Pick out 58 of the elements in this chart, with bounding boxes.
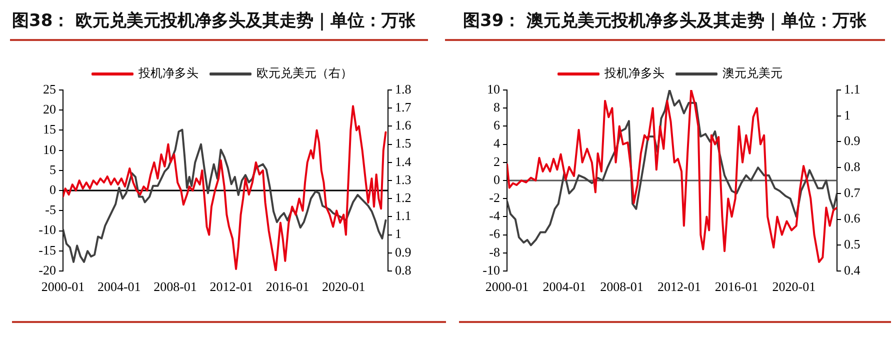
- x-tick-label: 2008-01: [154, 279, 197, 294]
- y2-tick-label: 0.8: [844, 158, 860, 174]
- y-tick-label: 10: [43, 142, 56, 157]
- x-tick-label: 2008-01: [600, 279, 644, 294]
- y-tick-label: -20: [38, 262, 56, 278]
- y-tick-label: -15: [38, 242, 56, 258]
- y-tick-label: 0: [50, 182, 56, 197]
- legend-label: 澳元兑美元: [722, 66, 782, 80]
- x-tick-label: 2020-01: [772, 279, 816, 294]
- y-tick-label: -5: [45, 202, 56, 218]
- y-tick-label: -10: [38, 222, 56, 238]
- y2-tick-label: 0.8: [395, 262, 412, 278]
- y-tick-label: -2: [489, 190, 500, 206]
- y-tick-label: -6: [489, 226, 500, 242]
- y2-tick-label: 1.2: [395, 190, 412, 206]
- x-tick-label: 2004-01: [97, 279, 141, 294]
- y2-tick-label: 1.5: [395, 136, 412, 151]
- y-tick-label: -4: [489, 208, 500, 224]
- y-tick-label: 2: [494, 154, 500, 169]
- y-tick-label: -8: [489, 244, 500, 260]
- x-tick-label: 2016-01: [714, 279, 758, 294]
- y2-tick-label: 0.9: [844, 133, 860, 148]
- chart-title: 图39： 澳元兑美元投机净多头及其走势｜单位：万张: [445, 9, 885, 41]
- y-tick-label: -10: [482, 262, 500, 278]
- y-tick-label: 0: [494, 172, 500, 187]
- y-tick-label: 8: [494, 100, 500, 115]
- y2-tick-label: 1.3: [395, 172, 412, 187]
- y-tick-label: 15: [43, 122, 56, 137]
- legend-label: 投机净多头: [138, 66, 198, 80]
- y2-tick-label: 0.5: [844, 236, 860, 252]
- y2-tick-label: 1: [844, 107, 850, 122]
- x-tick-label: 2020-01: [322, 279, 366, 294]
- x-tick-label: 2012-01: [210, 279, 254, 294]
- legend-label: 欧元兑美元（右）: [256, 66, 352, 80]
- legend-label: 投机净多头: [604, 66, 664, 80]
- y2-tick-label: 1.4: [395, 154, 412, 169]
- y2-tick-label: 0.7: [844, 184, 861, 200]
- y-tick-label: 4: [494, 136, 500, 151]
- y2-tick-label: 1.6: [395, 118, 412, 133]
- y2-tick-label: 1.1: [844, 81, 860, 96]
- y2-tick-label: 1: [395, 226, 402, 242]
- y-tick-label: 5: [50, 162, 56, 177]
- y2-tick-label: 1.8: [395, 81, 412, 96]
- y-tick-label: 25: [43, 81, 56, 96]
- y2-tick-label: 0.4: [844, 262, 861, 278]
- y-tick-label: 20: [43, 102, 56, 117]
- y2-tick-label: 1.7: [395, 100, 412, 115]
- y-tick-label: 6: [494, 118, 500, 133]
- chart-title: 图38： 欧元兑美元投机净多头及其走势｜单位：万张: [10, 9, 428, 41]
- x-tick-label: 2004-01: [542, 279, 586, 294]
- x-tick-label: 2000-01: [485, 279, 529, 294]
- y2-tick-label: 0.6: [844, 210, 861, 226]
- x-tick-label: 2012-01: [657, 279, 701, 294]
- x-tick-label: 2000-01: [41, 279, 85, 294]
- y2-tick-label: 1.1: [395, 208, 412, 224]
- x-tick-label: 2016-01: [266, 279, 310, 294]
- y-tick-label: 10: [487, 81, 500, 96]
- y2-tick-label: 0.9: [395, 244, 412, 260]
